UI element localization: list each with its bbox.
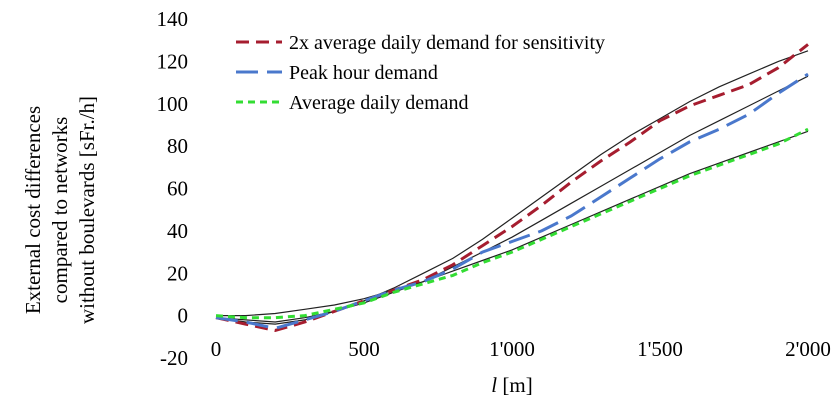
y-tick-label: 140 xyxy=(157,7,189,31)
legend-label-1: 2x average daily demand for sensitivity xyxy=(289,32,605,54)
y-tick-label: 100 xyxy=(157,92,189,116)
x-tick-label: 500 xyxy=(348,337,380,361)
y-tick-label: 60 xyxy=(167,177,188,201)
series-line-3 xyxy=(215,127,809,320)
x-axis-title-symbol: l xyxy=(491,373,497,397)
x-tick-label: 1'500 xyxy=(637,337,683,361)
y-axis-title-line-1: External cost differences xyxy=(21,106,45,314)
y-axis-title: External cost differences compared to ne… xyxy=(21,96,99,324)
x-axis-title: l [m] xyxy=(491,373,532,397)
x-tick-label: 1'000 xyxy=(489,337,535,361)
y-axis-ticks: -20 0 20 40 60 80 100 120 140 xyxy=(157,7,189,370)
x-axis-title-unit: [m] xyxy=(497,373,533,397)
series-line-2 xyxy=(215,72,809,330)
x-tick-label: 0 xyxy=(211,337,222,361)
y-tick-label: -20 xyxy=(160,346,188,370)
y-tick-label: 20 xyxy=(167,261,188,285)
y-tick-label: 40 xyxy=(167,219,188,243)
legend-label-3: Average daily demand xyxy=(289,92,469,114)
fit-curve-3 xyxy=(216,130,809,317)
y-tick-label: 0 xyxy=(178,304,189,328)
legend-label-2: Peak hour demand xyxy=(289,62,438,84)
y-tick-label: 120 xyxy=(157,49,189,73)
plot-area xyxy=(215,43,809,333)
x-tick-label: 2'000 xyxy=(785,337,831,361)
x-axis-ticks: 0 500 1'000 1'500 2'000 xyxy=(211,337,831,361)
y-tick-label: 80 xyxy=(167,134,188,158)
y-axis-title-line-3: without boulevards [sFr./h] xyxy=(75,96,99,324)
y-axis-title-line-2: compared to networks xyxy=(48,117,72,304)
legend: 2x average daily demand for sensitivity P… xyxy=(236,32,605,114)
